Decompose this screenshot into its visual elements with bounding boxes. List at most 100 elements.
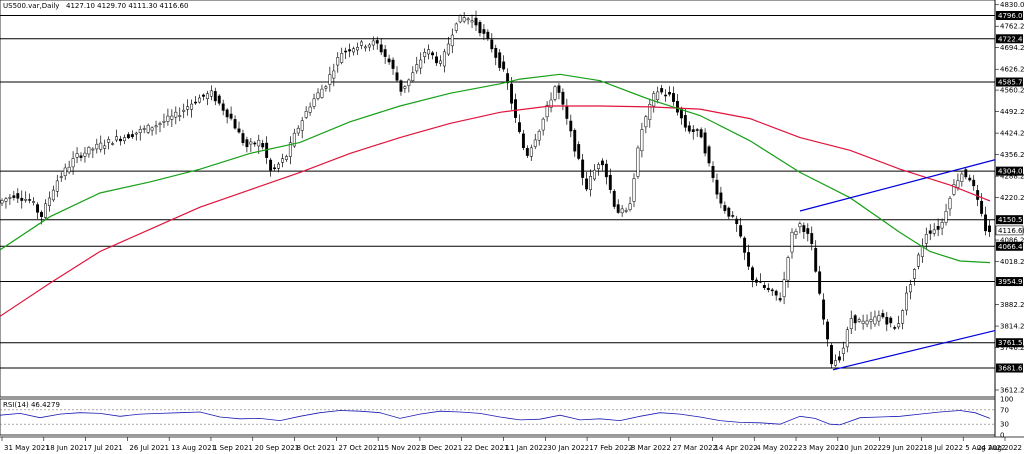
candle-body — [344, 50, 348, 53]
candle-body — [154, 125, 158, 128]
candle-body — [502, 61, 506, 70]
candle-body — [924, 233, 928, 244]
candle-body — [316, 92, 320, 99]
candle-body — [940, 222, 944, 229]
rsi-tick-label: 30 — [1000, 421, 1009, 429]
x-tick-label: 24 Aug 2022 — [977, 444, 1022, 452]
candle-body — [20, 197, 24, 201]
candle-body — [16, 193, 20, 199]
candle-body — [91, 148, 95, 151]
candle-body — [976, 190, 980, 200]
candle-body — [956, 180, 960, 188]
trendline-lower — [832, 329, 996, 371]
level-label-box — [996, 363, 1023, 373]
level-label: 4796.00 — [998, 12, 1024, 20]
candle-body — [747, 252, 750, 267]
candle-body — [482, 29, 486, 34]
candle-body — [415, 64, 419, 72]
candle-body — [178, 115, 182, 117]
candle-body — [869, 319, 873, 322]
y-tick-label: 3882.20 — [1000, 301, 1024, 309]
candle-body — [47, 197, 51, 207]
candle-body — [660, 88, 664, 93]
x-tick-label: 3 Dec 2021 — [422, 444, 462, 452]
candle-body — [170, 115, 174, 120]
level-label: 4585.74 — [998, 79, 1024, 87]
candle-body — [794, 231, 798, 236]
candle-body — [186, 106, 190, 110]
candle-body — [573, 130, 577, 152]
candle-body — [762, 285, 766, 288]
candle-body — [383, 49, 387, 57]
y-tick-label: 3814.20 — [1000, 323, 1024, 331]
candle-body — [620, 208, 624, 214]
candle-body — [577, 144, 581, 159]
x-tick-label: 17 Feb 2022 — [589, 444, 633, 452]
candle-body — [490, 39, 494, 50]
x-tick-label: 11 Jan 2022 — [506, 444, 548, 452]
candle-body — [103, 145, 107, 149]
y-tick-label: 3746.20 — [1000, 344, 1024, 352]
x-tick-label: 14 Apr 2022 — [714, 444, 757, 452]
rsi-line — [0, 410, 991, 426]
candle-body — [174, 111, 178, 118]
candle-body — [24, 199, 28, 201]
candle-body — [683, 115, 687, 128]
candle-body — [506, 73, 510, 84]
candle-body — [518, 122, 521, 132]
x-tick-label: 27 Mar 2022 — [673, 444, 717, 452]
candle-body — [968, 177, 972, 181]
y-tick-label: 3612.20 — [1000, 386, 1024, 394]
candle-body — [261, 143, 265, 148]
candle-body — [964, 169, 968, 178]
candle-body — [245, 139, 249, 148]
candle-body — [897, 323, 901, 328]
y-tick-label: 4830.00 — [1000, 1, 1024, 9]
candle-body — [194, 101, 198, 104]
candle-body — [99, 142, 103, 150]
candle-body — [913, 269, 916, 279]
candle-body — [284, 156, 288, 160]
candle-body — [715, 179, 719, 195]
candle-body — [549, 99, 553, 108]
price-pane — [0, 0, 996, 398]
candle-body — [814, 248, 818, 272]
candle-body — [213, 91, 217, 102]
candle-body — [510, 83, 514, 104]
candle-body — [984, 214, 987, 232]
rsi-tick-label: 70 — [1000, 406, 1009, 414]
candle-body — [830, 345, 833, 365]
candle-body — [308, 106, 312, 113]
y-tick-label: 4762.20 — [1000, 23, 1024, 31]
candle-body — [126, 134, 130, 139]
candle-body — [873, 316, 877, 325]
candle-body — [4, 198, 8, 202]
candle-body — [352, 48, 356, 53]
candle-body — [597, 164, 600, 170]
candle-body — [834, 360, 837, 366]
candle-body — [257, 139, 261, 147]
x-tick-label: 20 Sep 2021 — [255, 444, 299, 452]
candle-body — [0, 200, 4, 204]
candle-body — [320, 88, 324, 98]
x-tick-label: 4 May 2022 — [756, 444, 797, 452]
level-label: 3954.97 — [998, 278, 1024, 286]
candle-body — [356, 47, 359, 51]
candle-body — [304, 111, 308, 118]
candle-body — [636, 147, 640, 177]
candle-body — [628, 203, 632, 210]
x-tick-label: 18 Jun 2021 — [46, 444, 88, 452]
y-tick-label: 4220.20 — [1000, 194, 1024, 202]
candle-body — [470, 20, 474, 23]
candle-body — [723, 205, 727, 211]
x-tick-label: 18 Jul 2022 — [923, 444, 963, 452]
candle-body — [209, 90, 213, 97]
horizontal-levels: 4796.00 4722.41 4585.74 4304.00 4150.51 4066.… — [0, 11, 1024, 373]
candle-body — [648, 104, 652, 120]
candle-body — [849, 318, 853, 329]
candle-body — [332, 70, 336, 79]
x-tick-label: 31 May 2021 — [4, 444, 50, 452]
candle-body — [130, 134, 134, 138]
candle-body — [28, 199, 32, 201]
